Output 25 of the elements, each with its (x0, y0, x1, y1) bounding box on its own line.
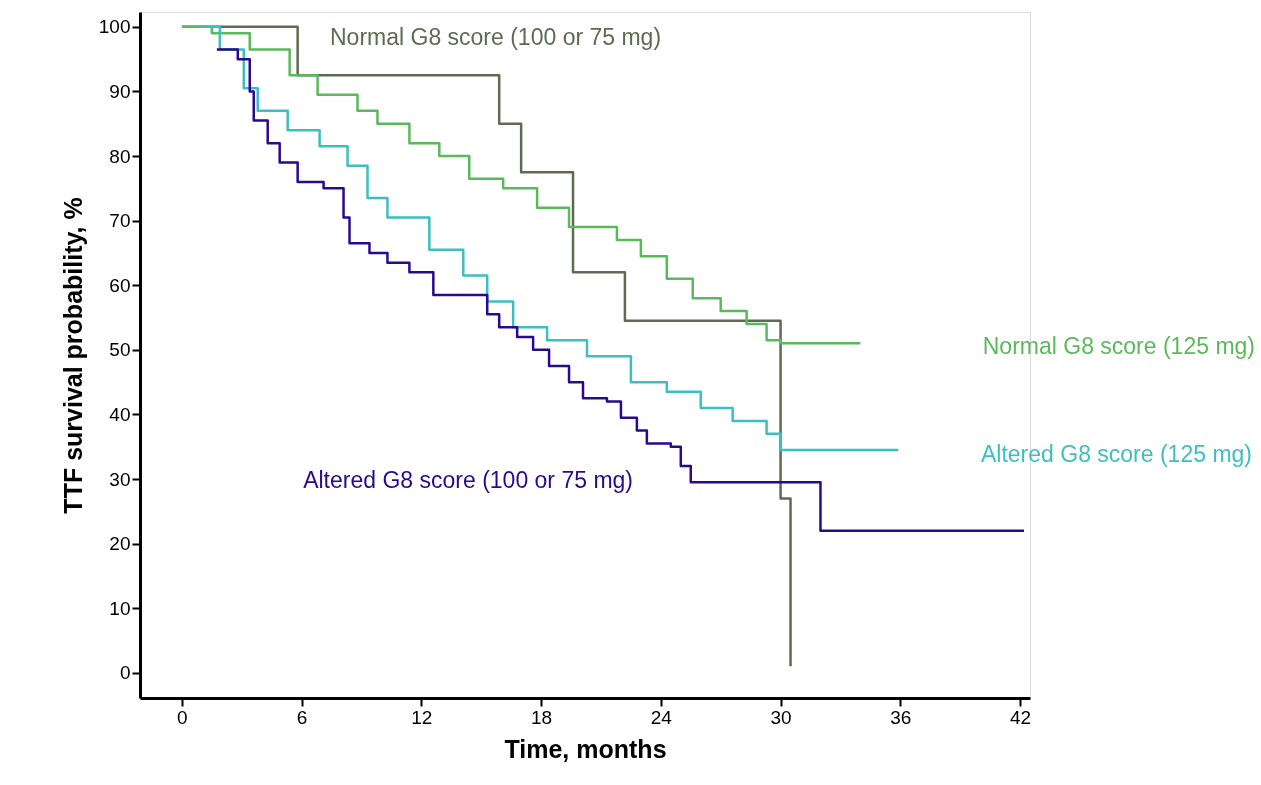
y-tick-label: 30 (109, 468, 131, 490)
y-tick-label: 70 (109, 210, 131, 232)
y-tick-label: 50 (109, 339, 131, 361)
x-tick-label: 42 (1009, 706, 1032, 728)
text: Normal G8 score (125 mg) (982, 333, 1255, 359)
y-tick-label: 60 (109, 274, 131, 296)
text: Altered G8 score (125 mg) (980, 441, 1252, 467)
x-tick-label: 24 (650, 706, 673, 728)
y-tick-label: 10 (109, 597, 131, 619)
y-tick-label: 80 (109, 145, 131, 167)
y-tick-label: 40 (109, 403, 131, 425)
x-tick-label: 36 (890, 706, 912, 728)
x-tick-label: 12 (411, 706, 433, 728)
y-tick-label: 100 (98, 16, 131, 38)
x-tick-label: 30 (770, 706, 792, 728)
y-tick-label: 0 (119, 662, 131, 684)
x-tick-label: 18 (531, 706, 553, 728)
x-axis-title: Time, months (504, 734, 667, 763)
x-tick-label: 6 (296, 706, 308, 728)
y-tick-label: 20 (109, 533, 131, 555)
y-tick-label: 90 (109, 80, 131, 102)
x-tick-label: 0 (177, 706, 188, 728)
series-label: Normal G8 score (100 or 75 mg) (330, 24, 662, 50)
series-label: Altered G8 score (100 or 75 mg) (303, 467, 633, 493)
y-axis-title: TTF survival probability, % (58, 197, 87, 514)
